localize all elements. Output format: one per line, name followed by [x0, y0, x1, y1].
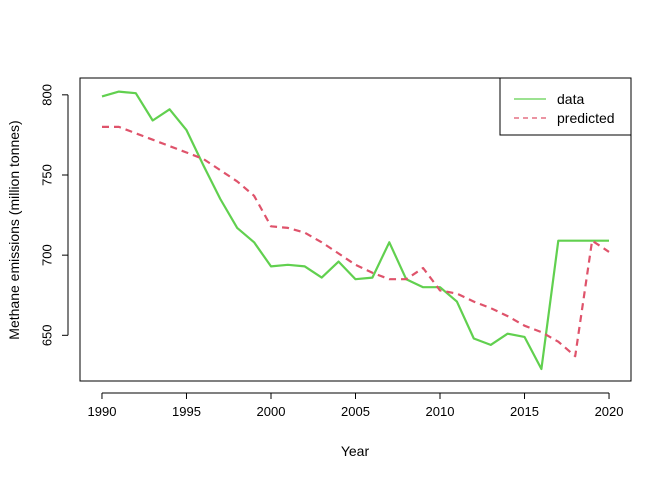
plot-area — [79, 77, 632, 382]
x-tick-label: 1995 — [172, 404, 201, 419]
x-tick-label: 2010 — [426, 404, 455, 419]
plot-frame — [79, 77, 632, 382]
x-tick-label: 2020 — [595, 404, 624, 419]
x-tick-label: 2015 — [510, 404, 539, 419]
y-axis-title: Methane emissions (million tonnes) — [6, 120, 22, 339]
series-line-predicted — [102, 125, 610, 358]
x-tick-label: 2000 — [257, 404, 286, 419]
legend-label-data: data — [557, 91, 584, 107]
legend-label-predicted: predicted — [557, 110, 615, 126]
y-tick-label: 700 — [40, 244, 55, 266]
x-tick-label: 1990 — [88, 404, 117, 419]
legend-box — [499, 77, 632, 136]
x-tick-label: 2005 — [341, 404, 370, 419]
series-layer — [101, 90, 610, 371]
y-tick-label: 750 — [40, 164, 55, 186]
x-axis: 1990 1995 2000 2005 2010 2015 2020 — [88, 392, 624, 419]
y-tick-label: 800 — [40, 84, 55, 106]
legend: data predicted — [499, 77, 632, 136]
series-line-data — [101, 90, 609, 371]
y-axis: 650 700 750 800 — [40, 84, 69, 346]
x-axis-title: Year — [341, 443, 370, 459]
y-tick-label: 650 — [40, 324, 55, 346]
